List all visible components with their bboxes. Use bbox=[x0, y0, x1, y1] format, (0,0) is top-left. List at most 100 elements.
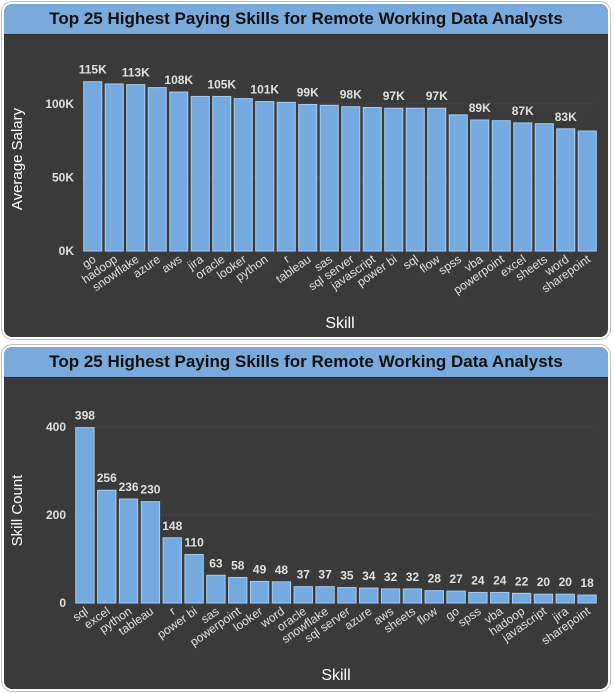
bar-sql-server bbox=[341, 106, 361, 252]
bar-word bbox=[556, 128, 576, 252]
bar-vba bbox=[490, 591, 510, 604]
data-label: 110 bbox=[184, 536, 204, 550]
bar-azure bbox=[359, 587, 379, 604]
bar-sql bbox=[405, 107, 425, 252]
bar-vba bbox=[470, 119, 490, 252]
bar-looker bbox=[233, 98, 253, 252]
bar-sheets bbox=[534, 123, 554, 252]
bar-tableau bbox=[140, 501, 161, 604]
bar-sas bbox=[319, 104, 339, 252]
data-label: 20 bbox=[559, 575, 573, 589]
bar-spss bbox=[468, 591, 488, 604]
y-tick-label: 200 bbox=[46, 508, 66, 522]
bar-flow bbox=[424, 590, 444, 604]
data-label: 34 bbox=[362, 569, 376, 583]
x-axis-label: Skill bbox=[325, 315, 354, 332]
bar-oracle bbox=[293, 586, 313, 604]
x-tick-label: r bbox=[281, 252, 292, 266]
bar-excel bbox=[513, 122, 533, 252]
bar-sql bbox=[75, 427, 95, 604]
bar-flow bbox=[427, 107, 447, 252]
bar-javascript bbox=[362, 106, 382, 252]
bar-oracle bbox=[212, 95, 232, 252]
data-label: 49 bbox=[253, 562, 267, 576]
bar-sheets bbox=[402, 588, 423, 604]
data-label: 28 bbox=[428, 572, 442, 586]
y-tick-label: 100K bbox=[45, 97, 74, 111]
bar-python bbox=[255, 101, 275, 252]
data-label: 113K bbox=[122, 66, 150, 80]
x-tick-label: spss bbox=[436, 252, 464, 278]
y-tick-label: 50K bbox=[52, 170, 74, 184]
bar-power-bi bbox=[384, 107, 404, 252]
data-label: 99K bbox=[297, 86, 319, 100]
bar-r bbox=[276, 101, 296, 252]
bar-sharepoint bbox=[577, 130, 597, 252]
bar-aws bbox=[169, 91, 189, 252]
y-tick-label: 0 bbox=[59, 596, 66, 610]
bar-hadoop bbox=[104, 83, 124, 252]
count-bar-chart: 0200400398sql256excel236python230tableau… bbox=[9, 409, 598, 684]
data-label: 87K bbox=[512, 104, 534, 118]
bar-python bbox=[118, 498, 139, 604]
y-tick-label: 0K bbox=[59, 244, 75, 258]
bar-snowflake bbox=[315, 586, 335, 604]
data-label: 18 bbox=[580, 576, 594, 590]
data-label: 20 bbox=[537, 575, 551, 589]
x-tick-label: flow bbox=[414, 604, 440, 628]
data-label: 63 bbox=[209, 556, 223, 570]
bar-excel bbox=[97, 489, 117, 604]
bar-tableau bbox=[298, 104, 318, 252]
salary-chart-panel: Top 25 Highest Paying Skills for Remote … bbox=[2, 2, 610, 339]
bar-powerpoint bbox=[491, 120, 511, 252]
data-label: 48 bbox=[275, 563, 289, 577]
x-axis-label: Skill bbox=[321, 667, 350, 684]
data-label: 98K bbox=[340, 88, 362, 102]
count-chart-panel: Top 25 Highest Paying Skills for Remote … bbox=[2, 345, 610, 691]
bar-spss bbox=[448, 114, 468, 252]
x-tick-label: spss bbox=[455, 604, 483, 630]
data-label: 32 bbox=[406, 570, 420, 584]
salary-chart-title: Top 25 Highest Paying Skills for Remote … bbox=[4, 4, 608, 35]
bar-azure bbox=[147, 87, 167, 252]
count-chart-title: Top 25 Highest Paying Skills for Remote … bbox=[4, 347, 608, 378]
y-axis-label: Average Salary bbox=[9, 107, 26, 210]
data-label: 24 bbox=[493, 573, 507, 587]
data-label: 105K bbox=[207, 77, 236, 91]
data-label: 83K bbox=[555, 110, 577, 124]
bar-aws bbox=[380, 588, 401, 604]
x-tick-label: aws bbox=[159, 252, 185, 276]
bar-sharepoint bbox=[577, 594, 597, 604]
bar-power-bi bbox=[184, 554, 204, 604]
bar-r bbox=[162, 537, 182, 604]
bar-jira bbox=[555, 593, 575, 604]
data-label: 115K bbox=[79, 63, 107, 77]
data-label: 37 bbox=[297, 568, 311, 582]
x-tick-label: sql bbox=[400, 252, 421, 272]
x-tick-label: r bbox=[167, 604, 178, 618]
bar-word bbox=[271, 581, 292, 604]
bar-go bbox=[83, 81, 103, 252]
bar-go bbox=[446, 590, 466, 604]
data-label: 97K bbox=[426, 89, 448, 103]
bar-hadoop bbox=[511, 592, 532, 604]
data-label: 398 bbox=[75, 409, 95, 423]
bar-sas bbox=[206, 574, 226, 604]
bar-powerpoint bbox=[228, 576, 248, 604]
data-label: 97K bbox=[383, 89, 405, 103]
y-tick-label: 400 bbox=[46, 420, 66, 434]
data-label: 101K bbox=[250, 83, 279, 97]
data-label: 230 bbox=[140, 483, 160, 497]
bar-snowflake bbox=[126, 84, 146, 252]
data-label: 22 bbox=[515, 574, 529, 588]
data-label: 236 bbox=[119, 480, 139, 494]
data-label: 24 bbox=[471, 573, 485, 587]
bar-looker bbox=[249, 580, 270, 604]
data-label: 35 bbox=[340, 569, 354, 583]
data-label: 256 bbox=[97, 471, 117, 485]
data-label: 108K bbox=[164, 73, 193, 87]
bar-sql-server bbox=[337, 587, 357, 604]
data-label: 37 bbox=[318, 568, 332, 582]
bar-javascript bbox=[533, 593, 554, 604]
data-label: 89K bbox=[469, 101, 491, 115]
